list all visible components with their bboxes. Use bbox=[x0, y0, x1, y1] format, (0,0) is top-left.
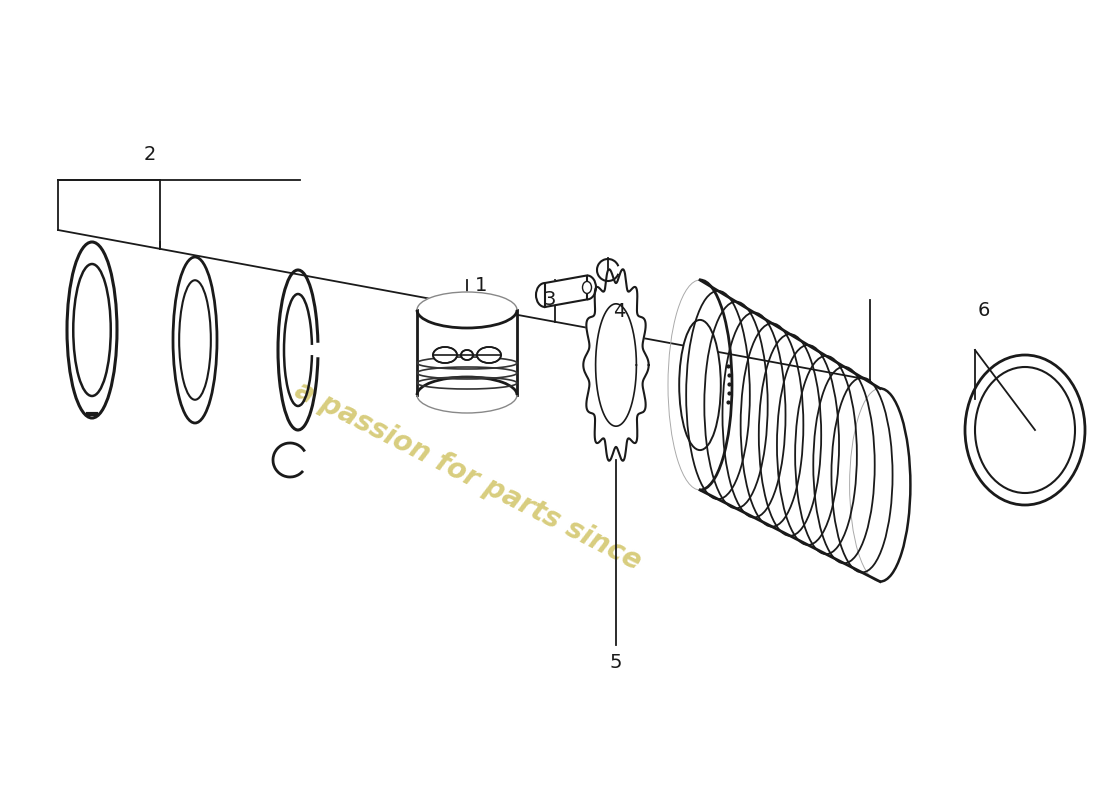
Ellipse shape bbox=[433, 347, 456, 363]
Text: a passion for parts since: a passion for parts since bbox=[290, 376, 646, 576]
Ellipse shape bbox=[179, 280, 211, 400]
Text: 2: 2 bbox=[144, 146, 156, 165]
Polygon shape bbox=[417, 292, 517, 395]
Text: 3: 3 bbox=[543, 290, 557, 310]
Text: 4: 4 bbox=[613, 302, 626, 321]
Ellipse shape bbox=[74, 264, 111, 396]
Text: 6: 6 bbox=[978, 301, 990, 319]
Text: 5: 5 bbox=[609, 653, 623, 671]
Polygon shape bbox=[544, 275, 587, 307]
Ellipse shape bbox=[477, 347, 500, 363]
Polygon shape bbox=[595, 304, 637, 426]
Ellipse shape bbox=[583, 282, 592, 294]
Ellipse shape bbox=[173, 257, 217, 423]
Text: 1: 1 bbox=[475, 276, 487, 295]
Polygon shape bbox=[583, 270, 649, 461]
Ellipse shape bbox=[679, 320, 721, 450]
Ellipse shape bbox=[67, 242, 117, 418]
Ellipse shape bbox=[461, 350, 473, 360]
